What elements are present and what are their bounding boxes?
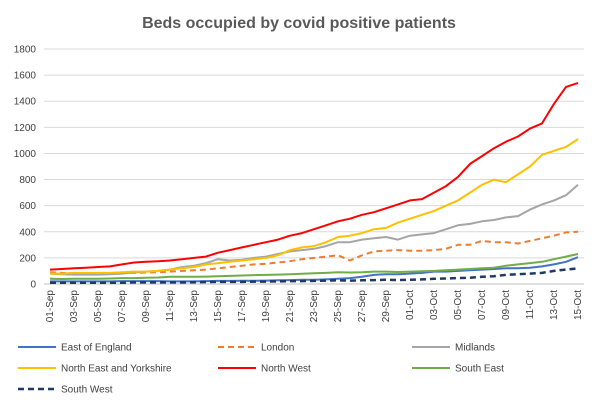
gridlines [44,48,584,259]
legend-label: East of England [61,343,132,354]
x-tick-label: 09-Oct [501,290,512,320]
series-lines [49,81,579,284]
y-tick-label: 400 [19,227,36,238]
x-tick-label: 19-Sep [261,290,272,323]
x-tick-label: 01-Oct [405,290,416,320]
legend-label: London [261,343,294,354]
x-tick-label: 29-Sep [381,290,392,323]
y-tick-label: 1000 [14,149,37,160]
x-tick-label: 11-Sep [165,290,176,322]
y-axis-ticks: 0 200 400 600 800 1000 1200 1400 1600 1800 [14,45,37,291]
x-tick-label: 27-Sep [357,290,368,323]
y-tick-label: 1600 [14,71,37,82]
x-tick-label: 01-Sep [45,290,56,323]
y-tick-label: 1200 [14,123,37,134]
series-line-north-west [49,81,579,271]
x-axis-ticks: 01-Sep 03-Sep 05-Sep 07-Sep 09-Sep 11-Sep 13-S… [45,290,584,323]
x-tick-label: 11-Oct [525,290,536,319]
x-tick-label: 05-Oct [453,290,464,320]
series-line-north-east-and-yorkshire [50,138,579,275]
x-tick-label: 21-Sep [285,290,296,323]
x-tick-label: 05-Sep [93,290,104,323]
y-tick-label: 800 [19,175,36,186]
x-tick-label: 13-Sep [189,290,200,323]
x-tick-label: 07-Oct [477,290,488,320]
x-tick-label: 15-Sep [213,290,224,323]
y-tick-label: 600 [19,201,36,212]
y-tick-label: 1400 [14,97,37,108]
x-tick-label: 03-Oct [429,290,440,320]
y-tick-label: 200 [19,253,36,264]
legend-label: Midlands [455,343,495,354]
legend-label: North East and Yorkshire [61,364,172,375]
legend-label: North West [261,364,311,375]
legend-label: South West [61,385,113,396]
series-line-south-east [49,253,579,280]
series-line-london [49,230,579,275]
x-tick-label: 07-Sep [117,290,128,323]
y-tick-label: 1800 [14,45,37,56]
chart-title: Beds occupied by covid positive patients [142,15,456,32]
x-tick-label: 03-Sep [69,290,80,323]
x-tick-label: 09-Sep [141,290,152,323]
series-line-south-west [50,267,579,284]
x-tick-label: 17-Sep [237,290,248,323]
x-tick-label: 25-Sep [333,290,344,323]
y-tick-label: 0 [30,280,36,291]
x-tick-label: 23-Sep [309,290,320,323]
x-tick-label: 13-Oct [549,290,560,320]
legend-label: South East [455,364,504,375]
legend: East of England London Midlands North East … [18,343,504,396]
x-tick-label: 15-Oct [573,290,584,320]
